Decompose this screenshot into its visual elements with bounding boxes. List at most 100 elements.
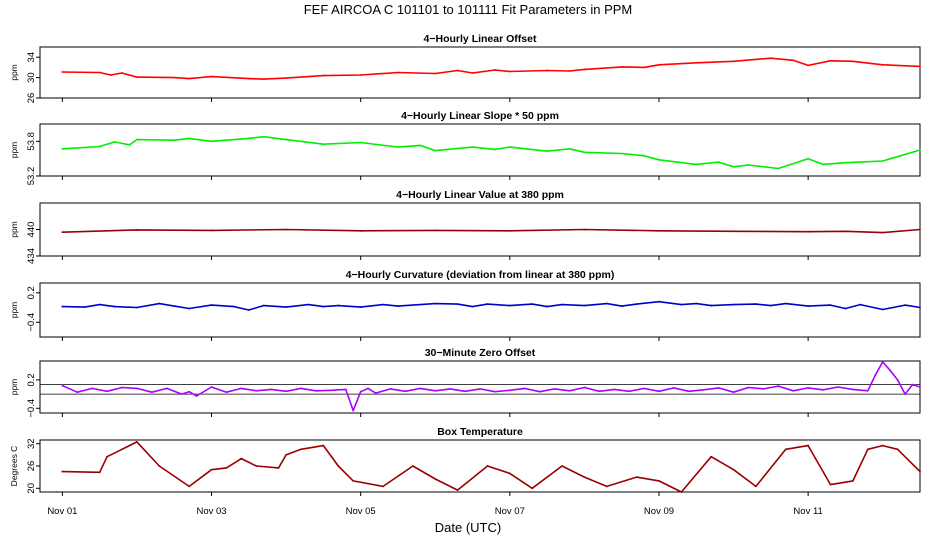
data-point	[98, 303, 101, 306]
data-point	[210, 140, 213, 143]
panel-1: 4−Hourly Linear Offset 26 30 34 ppm	[9, 33, 921, 103]
data-point	[471, 146, 474, 149]
data-point	[352, 479, 355, 482]
data-point	[307, 303, 310, 306]
data-point	[188, 307, 191, 310]
data-point	[866, 448, 869, 451]
data-point	[136, 306, 138, 309]
data-point	[508, 304, 511, 307]
data-point	[397, 146, 399, 149]
data-point	[546, 150, 549, 153]
data-point	[247, 137, 250, 140]
data-point	[807, 230, 810, 233]
y-tick-label: 53.8	[26, 132, 37, 151]
data-point	[113, 305, 116, 308]
data-point	[635, 303, 638, 306]
y-tick-label: −0.4	[26, 313, 37, 332]
data-point	[717, 161, 720, 164]
data-point	[508, 229, 511, 232]
data-point	[300, 387, 302, 390]
data-point	[322, 143, 325, 146]
data-point	[188, 77, 191, 80]
x-tick-label: Nov 11	[793, 506, 822, 517]
data-point	[508, 389, 511, 392]
data-point	[359, 390, 362, 393]
data-point	[165, 387, 168, 390]
data-point	[210, 386, 213, 388]
data-point	[583, 151, 586, 154]
x-tick-label: Nov 09	[644, 506, 674, 517]
data-point	[210, 304, 213, 306]
panel-title: Box Temperature	[437, 426, 523, 438]
data-point	[337, 304, 340, 307]
data-point	[240, 387, 243, 390]
data-point	[449, 387, 452, 390]
data-point	[136, 229, 138, 231]
data-point	[829, 483, 832, 486]
data-point	[419, 144, 422, 147]
data-point	[195, 395, 198, 397]
data-point	[434, 478, 437, 480]
data-point	[769, 57, 772, 60]
data-point	[680, 491, 683, 493]
data-point	[777, 385, 780, 387]
data-point	[91, 387, 94, 390]
data-point	[508, 146, 511, 149]
data-point	[792, 59, 795, 62]
data-point	[784, 302, 787, 305]
chart-title: FEF AIRCOA C 101101 to 101111 Fit Parame…	[304, 2, 633, 17]
data-point	[188, 137, 191, 140]
data-point	[255, 465, 258, 467]
data-point	[680, 303, 683, 306]
data-point	[755, 303, 757, 306]
data-point	[732, 230, 735, 233]
data-point	[322, 305, 325, 308]
data-point	[173, 76, 176, 79]
data-point	[531, 303, 534, 306]
data-point	[285, 453, 288, 456]
y-tick-label: 32	[26, 438, 37, 449]
data-point	[61, 71, 64, 73]
data-point	[382, 303, 384, 306]
data-point	[844, 161, 847, 164]
data-point	[374, 392, 377, 395]
data-point	[247, 77, 250, 80]
data-point	[784, 448, 787, 451]
panel-4: 4−Hourly Curvature (deviation from linea…	[9, 269, 921, 338]
data-point	[322, 444, 325, 447]
data-point	[270, 388, 273, 391]
data-point	[210, 468, 213, 471]
data-point	[404, 390, 407, 393]
data-point	[561, 465, 563, 467]
panel-title: 4−Hourly Linear Slope * 50 ppm	[401, 110, 559, 122]
data-point	[121, 448, 123, 451]
data-point	[158, 465, 161, 467]
y-axis-label: Degrees C	[9, 446, 19, 487]
data-point	[158, 302, 161, 305]
data-point	[434, 229, 437, 232]
data-point	[807, 444, 810, 447]
data-point	[874, 374, 877, 377]
data-point	[605, 302, 608, 305]
data-point	[150, 391, 153, 394]
data-point	[337, 465, 340, 467]
panel-title: 4−Hourly Linear Offset	[424, 33, 537, 45]
data-point	[919, 470, 921, 473]
data-point	[598, 390, 601, 393]
data-point	[225, 391, 228, 394]
data-point	[382, 485, 384, 488]
data-point	[173, 139, 176, 142]
data-point	[359, 141, 362, 144]
data-point	[919, 306, 921, 309]
data-point	[851, 60, 854, 63]
series-line	[62, 441, 921, 493]
data-point	[136, 138, 138, 141]
data-point	[247, 309, 250, 311]
data-point	[732, 468, 735, 471]
x-tick-label: Nov 05	[346, 506, 376, 517]
data-point	[889, 369, 892, 372]
data-point	[494, 148, 496, 151]
data-point	[911, 383, 914, 386]
data-point	[881, 444, 884, 447]
y-tick-label: 440	[26, 222, 37, 238]
